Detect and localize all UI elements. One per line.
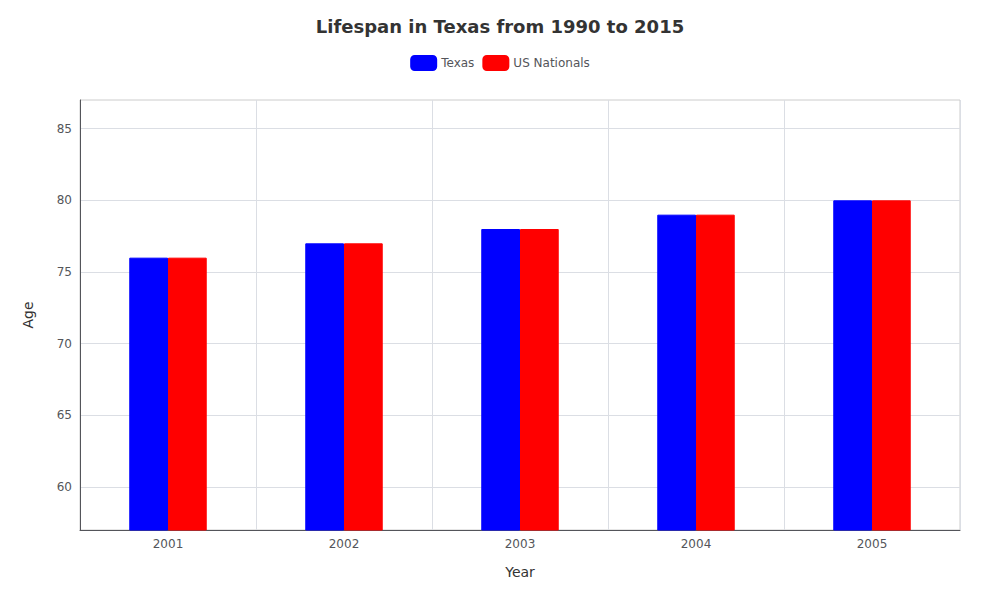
svg-text:2004: 2004	[681, 537, 712, 551]
svg-text:2001: 2001	[153, 537, 184, 551]
svg-text:65: 65	[57, 408, 72, 422]
svg-text:Age: Age	[20, 301, 36, 328]
svg-text:US Nationals: US Nationals	[513, 56, 589, 70]
svg-text:2005: 2005	[857, 537, 888, 551]
svg-text:Texas: Texas	[440, 56, 474, 70]
svg-text:80: 80	[57, 193, 72, 207]
svg-text:2003: 2003	[505, 537, 536, 551]
svg-text:75: 75	[57, 265, 72, 279]
svg-text:60: 60	[57, 480, 72, 494]
svg-text:2002: 2002	[329, 537, 360, 551]
svg-text:Year: Year	[504, 564, 535, 580]
svg-text:70: 70	[57, 337, 72, 351]
svg-text:85: 85	[57, 122, 72, 136]
svg-text:Lifespan in Texas from 1990 to: Lifespan in Texas from 1990 to 2015	[316, 16, 684, 37]
